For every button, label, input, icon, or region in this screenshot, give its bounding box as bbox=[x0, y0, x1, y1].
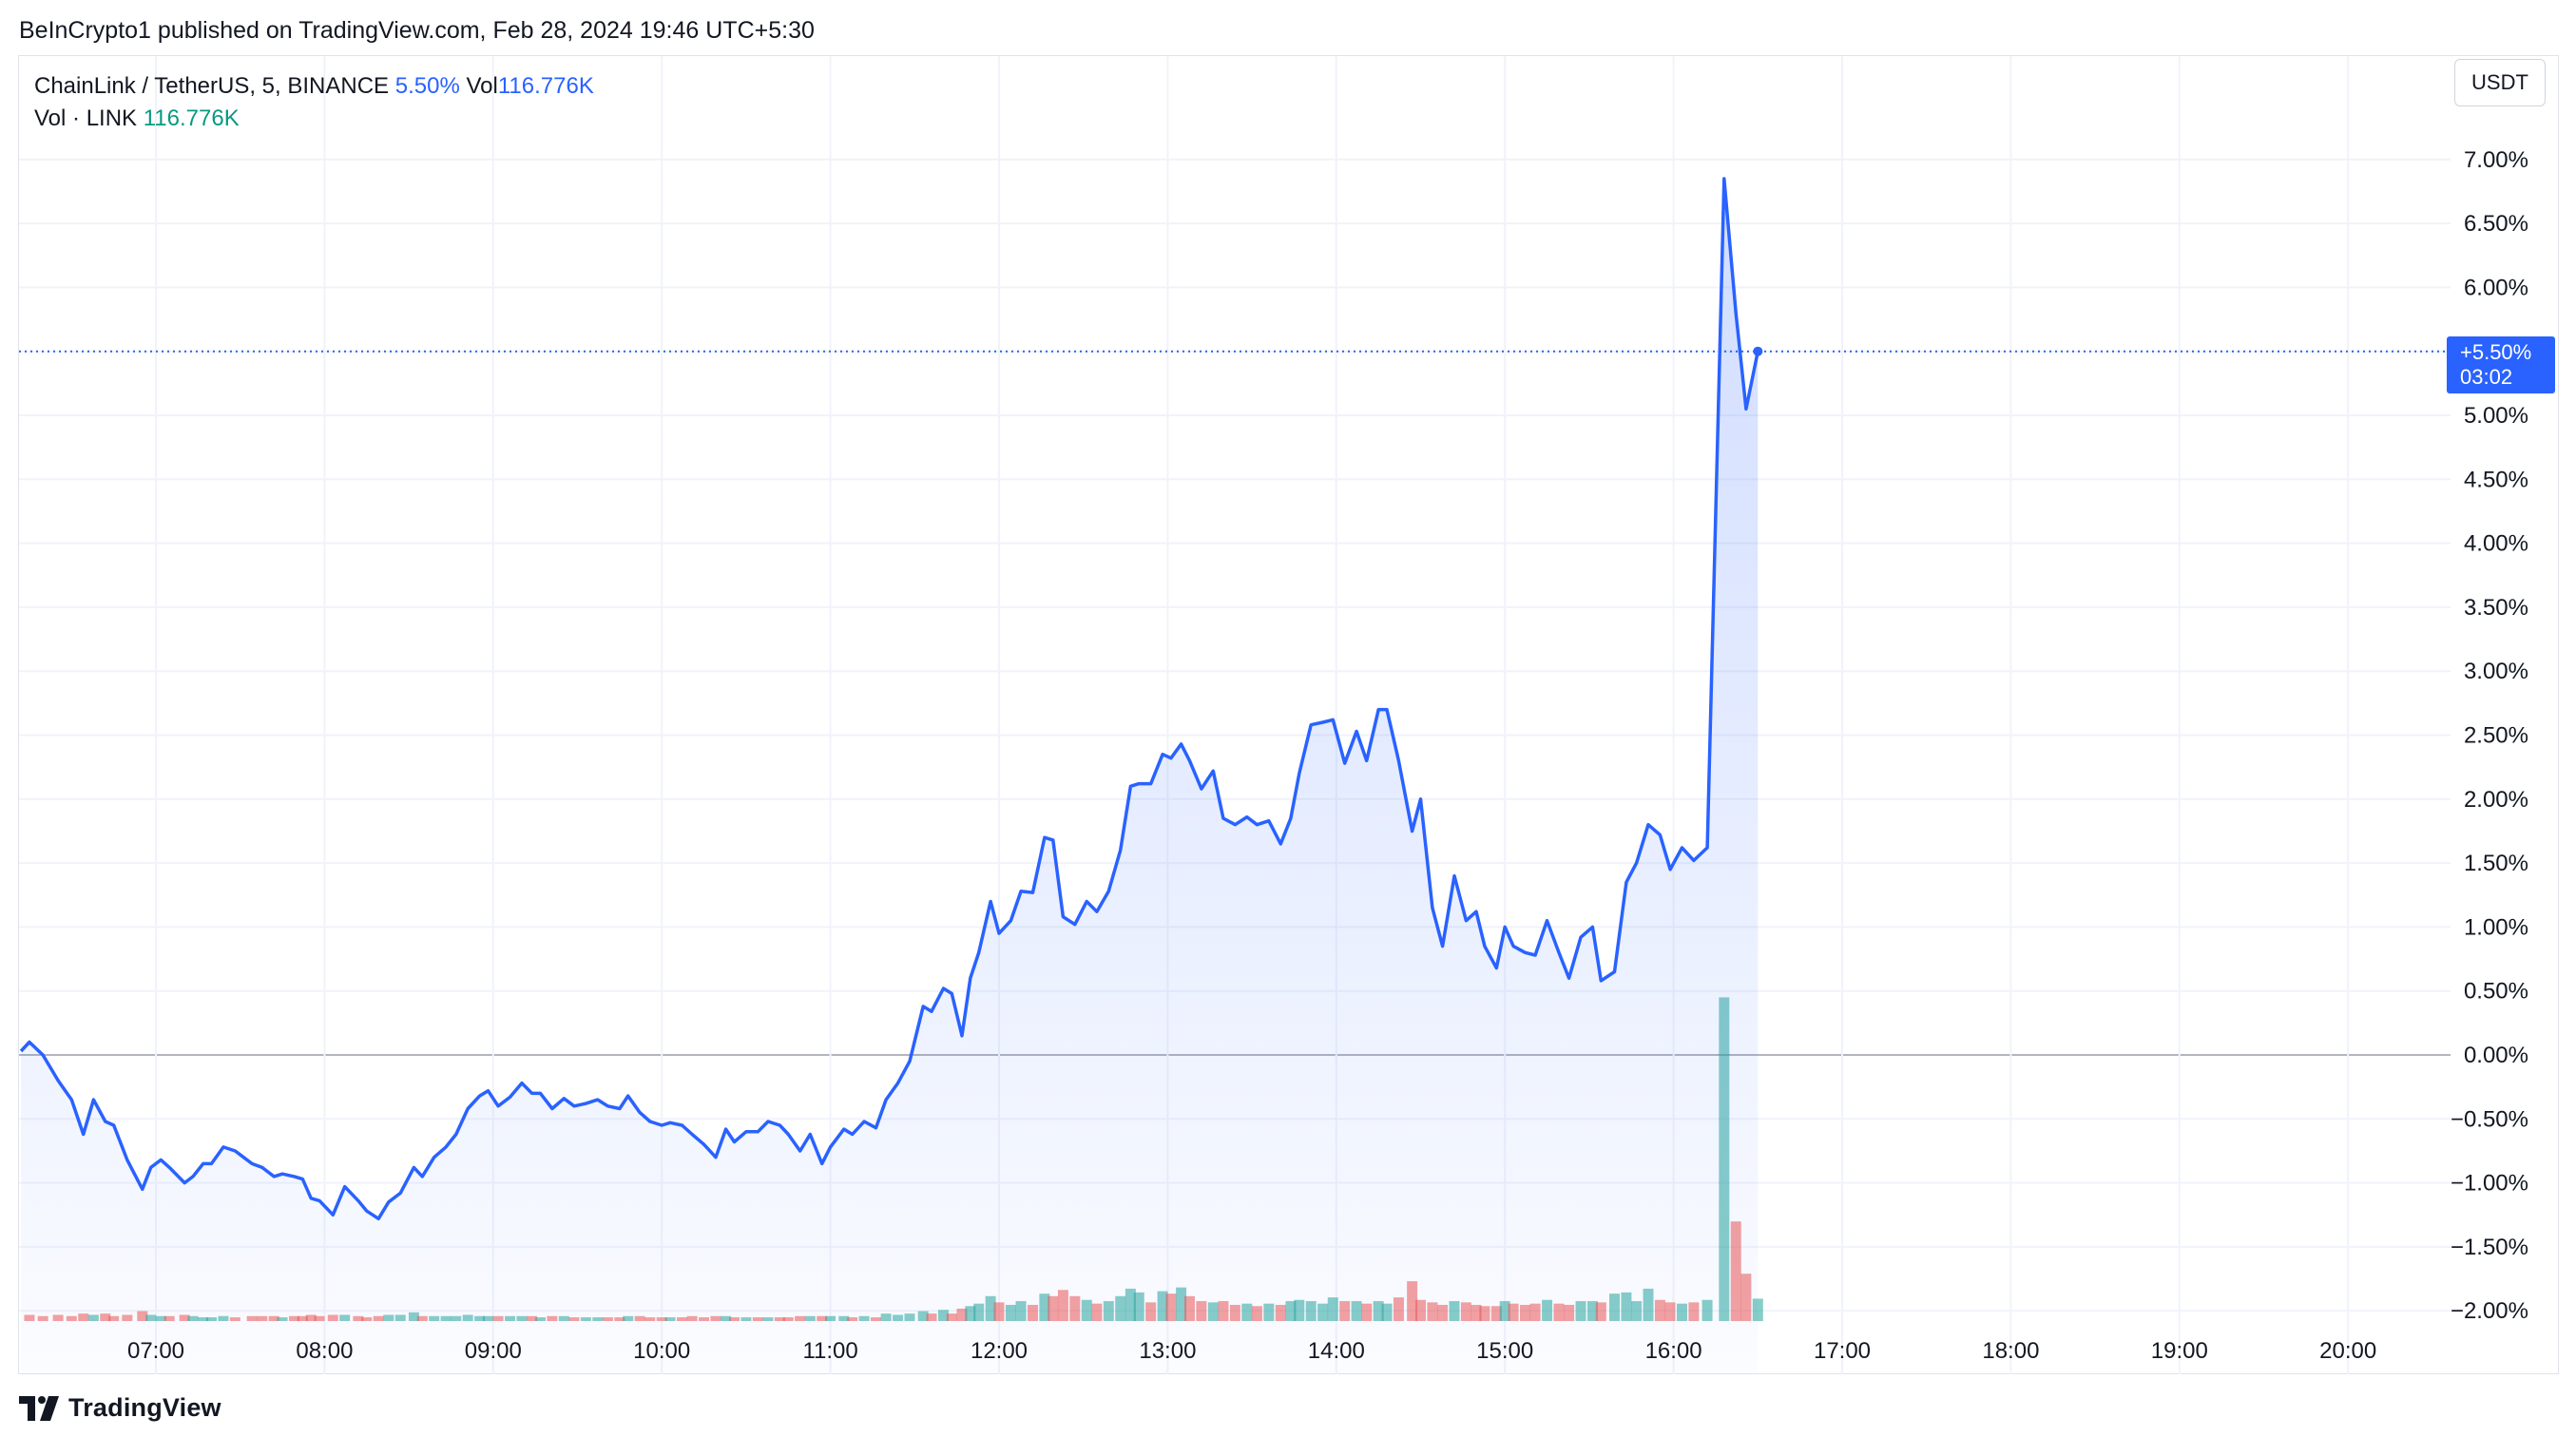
x-tick-label: 18:00 bbox=[1982, 1338, 2039, 1364]
last-value-badge: +5.50% 03:02 bbox=[2447, 336, 2555, 393]
x-tick-label: 20:00 bbox=[2319, 1338, 2376, 1364]
price-area bbox=[19, 177, 2447, 1374]
y-tick-label: 4.50% bbox=[2464, 467, 2528, 492]
price-area-fill bbox=[21, 179, 1759, 1374]
x-tick-label: 16:00 bbox=[1645, 1338, 1702, 1364]
x-tick-label: 10:00 bbox=[633, 1338, 690, 1364]
vol-label: Vol bbox=[466, 73, 498, 99]
publish-info: BeInCrypto1 published on TradingView.com… bbox=[19, 17, 815, 44]
x-tick-label: 19:00 bbox=[2151, 1338, 2208, 1364]
y-tick-label: 2.50% bbox=[2464, 723, 2528, 749]
y-axis: 7.00%6.50%6.00%5.50%5.00%4.50%4.00%3.50%… bbox=[2451, 147, 2528, 1324]
x-tick-label: 09:00 bbox=[465, 1338, 522, 1364]
tradingview-logo-icon bbox=[19, 1395, 59, 1421]
x-tick-label: 14:00 bbox=[1308, 1338, 1365, 1364]
y-tick-label: 6.50% bbox=[2464, 211, 2528, 237]
y-tick-label: 0.50% bbox=[2464, 979, 2528, 1005]
y-tick-label: 5.00% bbox=[2464, 403, 2528, 429]
x-tick-label: 17:00 bbox=[1814, 1338, 1871, 1364]
y-tick-label: 2.00% bbox=[2464, 787, 2528, 813]
brand-name: TradingView bbox=[68, 1393, 221, 1422]
x-tick-label: 07:00 bbox=[127, 1338, 184, 1364]
volume-series-label[interactable]: Vol · LINK bbox=[34, 105, 138, 131]
x-tick-label: 08:00 bbox=[296, 1338, 353, 1364]
y-tick-label: −2.00% bbox=[2451, 1298, 2528, 1324]
last-price-marker bbox=[1753, 346, 1763, 356]
y-tick-label: 3.00% bbox=[2464, 659, 2528, 684]
legend-volume-row[interactable]: Vol · LINK 116.776K bbox=[34, 103, 594, 135]
x-axis: 07:00 08:00 09:00 10:00 11:00 12:00 13:00 14:00… bbox=[127, 1338, 2376, 1364]
y-tick-label: −1.00% bbox=[2451, 1171, 2528, 1197]
symbol-label[interactable]: ChainLink / TetherUS, 5, BINANCE bbox=[34, 73, 390, 99]
x-tick-label: 13:00 bbox=[1139, 1338, 1196, 1364]
y-tick-label: 4.00% bbox=[2464, 531, 2528, 557]
x-tick-label: 12:00 bbox=[971, 1338, 1028, 1364]
legend-symbol-row[interactable]: ChainLink / TetherUS, 5, BINANCE 5.50% V… bbox=[34, 70, 594, 103]
y-tick-label: 1.00% bbox=[2464, 914, 2528, 940]
bar-countdown: 03:02 bbox=[2460, 365, 2513, 389]
y-tick-label: 7.00% bbox=[2464, 147, 2528, 173]
price-line[interactable] bbox=[19, 177, 1760, 1221]
vol-value: 116.776K bbox=[497, 73, 594, 99]
y-tick-label: 1.50% bbox=[2464, 851, 2528, 876]
chart-legend: ChainLink / TetherUS, 5, BINANCE 5.50% V… bbox=[34, 70, 594, 135]
y-tick-label: 3.50% bbox=[2464, 595, 2528, 621]
x-tick-label: 15:00 bbox=[1476, 1338, 1533, 1364]
x-tick-label: 11:00 bbox=[802, 1338, 857, 1364]
change-value: 5.50% bbox=[394, 73, 460, 99]
y-tick-label: −1.50% bbox=[2451, 1235, 2528, 1260]
y-tick-label: 0.00% bbox=[2464, 1043, 2528, 1068]
y-tick-label: −0.50% bbox=[2451, 1106, 2528, 1132]
currency-unit-button[interactable]: USDT bbox=[2454, 59, 2546, 106]
y-tick-label: 6.00% bbox=[2464, 275, 2528, 300]
tradingview-logo[interactable]: TradingView bbox=[19, 1393, 221, 1423]
volume-series-value: 116.776K bbox=[143, 105, 240, 131]
last-change: +5.50% bbox=[2460, 340, 2532, 364]
